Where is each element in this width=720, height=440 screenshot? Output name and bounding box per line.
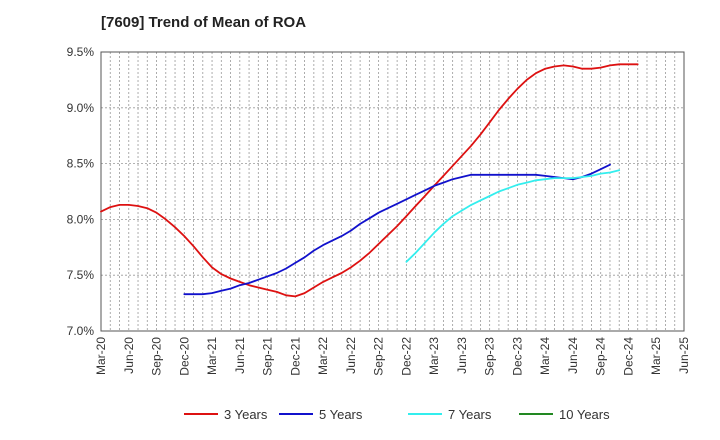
x-tick-label: Sep-21 <box>261 337 275 376</box>
series-line-5-years <box>183 163 611 296</box>
x-axis: Mar-20 Jun-20 Sep-20 Dec-20 Mar-21 Jun-21 Sep-… <box>94 337 691 376</box>
x-tick-label: Jun-21 <box>233 337 247 374</box>
x-tick-label: Sep-24 <box>594 337 608 376</box>
x-tick-label: Jun-23 <box>455 337 469 374</box>
y-tick-label: 9.0% <box>67 101 95 115</box>
x-tick-label: Jun-22 <box>344 337 358 374</box>
x-tick-label: Mar-22 <box>316 337 330 375</box>
y-tick-label: 9.5% <box>67 45 95 59</box>
series-lines <box>100 63 639 298</box>
x-tick-label: Mar-24 <box>538 337 552 375</box>
x-tick-label: Sep-20 <box>150 337 164 376</box>
chart-title: [7609] Trend of Mean of ROA <box>101 14 307 31</box>
x-tick-label: Mar-21 <box>205 337 219 375</box>
legend-item-10-years: 10 Years <box>519 407 610 422</box>
legend-item-7-years: 7 Years <box>408 407 492 422</box>
x-tick-label: Mar-20 <box>94 337 108 375</box>
x-tick-label: Jun-20 <box>122 337 136 374</box>
legend-label: 7 Years <box>448 407 492 422</box>
y-tick-label: 7.5% <box>67 268 95 282</box>
x-tick-label: Sep-22 <box>372 337 386 376</box>
plot-frame <box>100 51 685 332</box>
y-tick-label: 8.0% <box>67 212 95 226</box>
legend-label: 10 Years <box>559 407 610 422</box>
y-tick-label: 8.5% <box>67 157 95 171</box>
x-tick-label: Jun-25 <box>677 337 691 374</box>
x-tick-label: Jun-24 <box>566 337 580 374</box>
legend-label: 3 Years <box>224 407 268 422</box>
x-tick-label: Dec-23 <box>510 337 524 376</box>
x-tick-label: Dec-20 <box>177 337 191 376</box>
grid-lines <box>101 51 684 332</box>
x-tick-label: Dec-22 <box>399 337 413 376</box>
series-line-3-years <box>100 63 639 298</box>
legend-label: 5 Years <box>319 407 363 422</box>
x-tick-label: Dec-24 <box>621 337 635 376</box>
x-tick-label: Mar-25 <box>649 337 663 375</box>
legend-item-5-years: 5 Years <box>279 407 363 422</box>
x-tick-label: Sep-23 <box>483 337 497 376</box>
x-tick-label: Dec-21 <box>288 337 302 376</box>
x-tick-label: Mar-23 <box>427 337 441 375</box>
y-axis: 7.0% 7.5% 8.0% 8.5% 9.0% 9.5% <box>67 45 95 338</box>
legend-item-3-years: 3 Years <box>184 407 268 422</box>
series-line-7-years <box>405 169 621 263</box>
y-tick-label: 7.0% <box>67 324 95 338</box>
legend: 3 Years 5 Years 7 Years 10 Years <box>184 407 610 422</box>
